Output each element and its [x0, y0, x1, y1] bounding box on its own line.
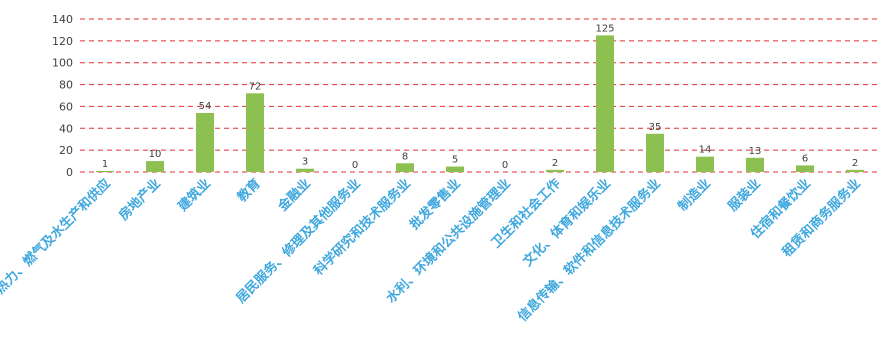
x-tick-label: 文化、体育和娱乐业 — [520, 176, 614, 270]
bar — [846, 169, 864, 172]
y-tick-label: 80 — [59, 79, 73, 92]
y-tick-label: 20 — [59, 144, 73, 157]
y-tick-label: 0 — [66, 166, 73, 179]
data-label: 54 — [199, 101, 212, 112]
bar — [696, 156, 714, 172]
bar — [796, 165, 814, 172]
x-tick-label: 教育 — [233, 176, 263, 206]
y-tick-label: 120 — [52, 35, 73, 48]
data-label: 72 — [249, 81, 262, 92]
bars — [96, 35, 864, 173]
data-label: 6 — [802, 153, 808, 164]
x-tick-label: 金融业 — [274, 176, 314, 216]
bar — [446, 166, 464, 172]
data-label: 8 — [402, 151, 408, 162]
data-label: 0 — [502, 160, 508, 171]
y-tick-label: 40 — [59, 122, 73, 135]
x-tick-label: 制造业 — [675, 176, 714, 215]
bar — [196, 112, 214, 172]
y-tick-label: 140 — [52, 13, 73, 26]
data-label: 3 — [302, 157, 308, 168]
data-label: 35 — [649, 122, 662, 133]
bar — [746, 157, 764, 172]
data-label: 1 — [102, 159, 108, 170]
y-axis-ticks: 0 20 40 60 80 100 120 140 — [52, 13, 73, 179]
bar — [646, 133, 664, 172]
x-tick-label: 建筑业 — [175, 176, 214, 215]
bar — [146, 161, 164, 172]
bar — [96, 170, 114, 172]
data-label: 2 — [552, 158, 558, 169]
bar — [596, 35, 614, 173]
x-axis-ticks: 电力、热力、燃气及水生产和供应 房地产业 建筑业 教育 金融业居民服务、修理及其他服务业… — [0, 176, 864, 325]
x-tick-label: 房地产业 — [116, 176, 164, 224]
y-tick-label: 60 — [59, 100, 73, 113]
bar — [246, 93, 264, 172]
x-tick-label: 电力、热力、燃气及水生产和供应 — [0, 176, 114, 325]
y-tick-label: 100 — [52, 57, 73, 70]
data-label: 5 — [452, 155, 458, 166]
data-label: 125 — [595, 23, 614, 34]
bar — [546, 169, 564, 172]
data-label: 2 — [852, 158, 858, 169]
data-label: 14 — [699, 145, 712, 156]
data-labels: 1 10 54 72 3 0 8 5 0 2 125 35 14 13 6 2 — [102, 23, 858, 171]
x-tick-label: 服装业 — [725, 176, 764, 215]
data-label: 0 — [352, 160, 358, 171]
bar — [296, 168, 314, 172]
data-label: 10 — [149, 149, 162, 160]
gridlines — [80, 18, 880, 173]
x-tick-label: 科学研究和技术服务业 — [311, 176, 414, 279]
data-label: 13 — [749, 146, 762, 157]
bar — [396, 163, 414, 172]
